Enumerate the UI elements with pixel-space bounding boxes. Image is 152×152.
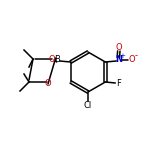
- Text: B: B: [54, 55, 60, 64]
- Text: O: O: [128, 55, 135, 64]
- Text: N: N: [115, 55, 122, 64]
- Text: -: -: [134, 52, 137, 60]
- Text: +: +: [119, 53, 125, 59]
- Text: Cl: Cl: [84, 100, 92, 109]
- Text: O: O: [49, 55, 55, 64]
- Text: F: F: [116, 78, 121, 88]
- Text: O: O: [116, 43, 122, 52]
- Text: O: O: [45, 79, 51, 88]
